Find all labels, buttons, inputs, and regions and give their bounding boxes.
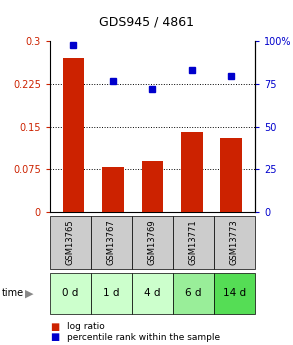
Text: time: time (1, 288, 24, 298)
Text: 1 d: 1 d (103, 288, 120, 298)
Text: log ratio: log ratio (67, 322, 105, 331)
Text: 0 d: 0 d (62, 288, 79, 298)
Bar (220, 138, 242, 212)
Text: GSM13771: GSM13771 (189, 219, 198, 265)
Bar (181, 132, 203, 212)
Text: ■: ■ (50, 322, 59, 332)
Text: ▶: ▶ (25, 288, 34, 298)
Text: 6 d: 6 d (185, 288, 202, 298)
Text: GSM13765: GSM13765 (66, 219, 75, 265)
Text: GSM13769: GSM13769 (148, 219, 157, 265)
Bar (63, 58, 84, 212)
Bar (142, 161, 163, 212)
Text: ■: ■ (50, 333, 59, 342)
Text: 14 d: 14 d (223, 288, 246, 298)
Text: 4 d: 4 d (144, 288, 161, 298)
Text: percentile rank within the sample: percentile rank within the sample (67, 333, 221, 342)
Text: GSM13773: GSM13773 (230, 219, 239, 265)
Text: GSM13767: GSM13767 (107, 219, 116, 265)
Text: GDS945 / 4861: GDS945 / 4861 (99, 16, 194, 29)
Bar (102, 167, 124, 212)
